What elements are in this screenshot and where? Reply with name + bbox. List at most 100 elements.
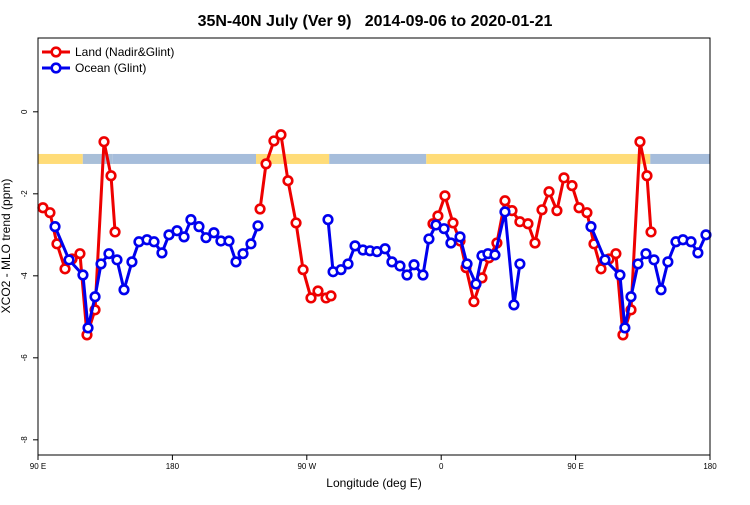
- data-point: [49, 221, 61, 233]
- data-point: [438, 223, 450, 235]
- surface-segment: [38, 153, 83, 164]
- data-point: [439, 190, 451, 202]
- surface-segment: [650, 153, 710, 164]
- data-point: [245, 238, 257, 250]
- y-tick-label: -4: [20, 272, 29, 280]
- surface-segment: [426, 153, 651, 164]
- y-tick-label: -8: [20, 436, 29, 444]
- data-point: [417, 269, 429, 281]
- data-point: [662, 256, 674, 268]
- data-point: [208, 227, 220, 239]
- surface-segment: [112, 153, 257, 164]
- x-tick-label: 0: [439, 462, 444, 471]
- data-point: [305, 292, 317, 304]
- data-point: [335, 264, 347, 276]
- legend-label: Ocean (Glint): [75, 61, 146, 75]
- data-point: [470, 278, 482, 290]
- data-point: [254, 203, 266, 215]
- data-point: [282, 175, 294, 187]
- data-point: [89, 291, 101, 303]
- data-point: [200, 232, 212, 244]
- data-point: [394, 260, 406, 272]
- data-point: [432, 210, 444, 222]
- data-point: [275, 129, 287, 141]
- surface-segment: [82, 153, 113, 164]
- data-point: [105, 170, 117, 182]
- data-point: [508, 299, 520, 311]
- data-point: [77, 269, 89, 281]
- data-point: [126, 256, 138, 268]
- data-point: [468, 296, 480, 308]
- x-axis-label: Longitude (deg E): [326, 476, 421, 490]
- data-point: [342, 258, 354, 270]
- data-point: [290, 217, 302, 229]
- data-point: [648, 254, 660, 266]
- plot-frame: [37, 37, 711, 456]
- data-point: [566, 180, 578, 192]
- data-point: [148, 236, 160, 248]
- data-point: [522, 218, 534, 230]
- y-tick-label: 0: [20, 109, 29, 114]
- data-point: [109, 226, 121, 238]
- legend-marker: [50, 62, 62, 74]
- data-point: [193, 221, 205, 233]
- data-point: [322, 214, 334, 226]
- data-point: [59, 263, 71, 275]
- data-point: [408, 259, 420, 271]
- data-point: [499, 195, 511, 207]
- y-tick-label: -2: [20, 190, 29, 198]
- data-point: [103, 248, 115, 260]
- data-point: [581, 207, 593, 219]
- data-point: [499, 206, 511, 218]
- data-point: [156, 247, 168, 259]
- data-point: [260, 158, 272, 170]
- data-point: [297, 264, 309, 276]
- surface-segment: [256, 153, 330, 164]
- surface-segment: [329, 153, 427, 164]
- data-point: [423, 233, 435, 245]
- data-point: [558, 172, 570, 184]
- data-point: [632, 258, 644, 270]
- data-point: [655, 284, 667, 296]
- data-point: [685, 236, 697, 248]
- data-point: [37, 202, 49, 214]
- data-point: [529, 237, 541, 249]
- data-point: [325, 290, 337, 302]
- data-point: [379, 243, 391, 255]
- data-point: [619, 322, 631, 334]
- data-point: [641, 170, 653, 182]
- data-point: [98, 136, 110, 148]
- data-point: [489, 249, 501, 261]
- series-line: [42, 133, 653, 337]
- x-tick-label: 180: [166, 462, 180, 471]
- data-point: [595, 263, 607, 275]
- data-point: [447, 217, 459, 229]
- legend-marker: [50, 46, 62, 58]
- data-point: [268, 135, 280, 147]
- data-point: [178, 231, 190, 243]
- data-point: [543, 186, 555, 198]
- data-point: [118, 284, 130, 296]
- data-point: [514, 258, 526, 270]
- data-point: [44, 207, 56, 219]
- data-point: [610, 248, 622, 260]
- y-axis-label: XCO2 - MLO trend (ppm): [0, 179, 13, 314]
- data-point: [401, 269, 413, 281]
- y-tick-label: -6: [20, 354, 29, 362]
- plot-area: [37, 129, 712, 341]
- data-point: [614, 269, 626, 281]
- data-point: [171, 225, 183, 237]
- data-point: [599, 254, 611, 266]
- data-point: [74, 248, 86, 260]
- data-point: [536, 204, 548, 216]
- data-point: [63, 254, 75, 266]
- data-point: [645, 226, 657, 238]
- data-point: [640, 248, 652, 260]
- data-point: [454, 231, 466, 243]
- data-point: [237, 248, 249, 260]
- data-point: [573, 202, 585, 214]
- data-point: [692, 247, 704, 259]
- data-point: [252, 220, 264, 232]
- x-tick-label: 90 E: [30, 462, 46, 471]
